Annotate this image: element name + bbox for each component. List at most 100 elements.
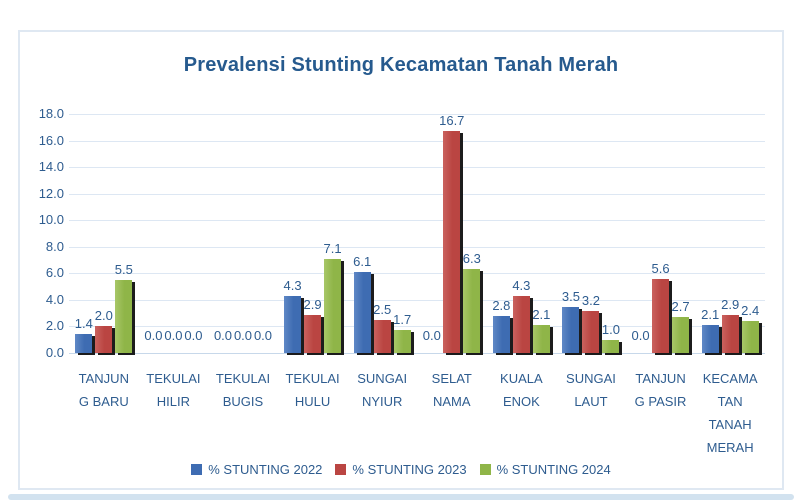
legend-label: % STUNTING 2024 <box>496 462 611 477</box>
x-axis-baseline <box>69 353 765 354</box>
bar-value-label: 2.7 <box>671 299 690 315</box>
category-label-sungai-nyiur: SUNGAI NYIUR <box>347 367 417 459</box>
category-label-sungai-laut: SUNGAI LAUT <box>556 367 626 459</box>
bar-slot: 1.0 <box>602 322 620 353</box>
bar-value-label: 2.9 <box>303 296 322 312</box>
gridline <box>69 326 765 328</box>
bar-slot: 2.9 <box>721 297 739 353</box>
y-tick-label: 0.0 <box>45 345 64 360</box>
bar-slot: 2.4 <box>741 303 759 353</box>
category-label-tekulai-bugis: TEKULAI BUGIS <box>208 367 278 459</box>
category-label-kecamatan-tanah-merah: KECAMA TAN TANAH MERAH <box>695 367 765 459</box>
bar-value-label: 5.6 <box>651 260 670 276</box>
bar-group-tekulai-hilir: 0.0 0.0 0.0 <box>139 114 209 353</box>
y-tick-label: 4.0 <box>45 291 64 307</box>
bar-slot: 2.7 <box>672 299 690 353</box>
bar-value-label: 1.7 <box>393 312 412 328</box>
bar-value-label: 1.4 <box>74 316 93 332</box>
bar-slot: 2.0 <box>95 308 113 353</box>
bar-slot: 7.1 <box>324 241 342 353</box>
y-tick-label: 12.0 <box>38 185 64 201</box>
bar-value-label: 2.5 <box>373 301 392 317</box>
bar--stunting-2024-tekulai-hulu <box>324 258 342 353</box>
category-label-line: HILIR <box>156 394 190 409</box>
bar-slot: 4.3 <box>284 278 302 353</box>
legend-label: % STUNTING 2022 <box>208 462 323 477</box>
gridline <box>69 273 765 275</box>
category-label-tekulai-hilir: TEKULAI HILIR <box>139 367 209 459</box>
bar--stunting-2023-kecamatan-tanah-merah <box>721 314 739 353</box>
bar-slot: 3.5 <box>562 289 580 353</box>
bar-value-label: 2.0 <box>94 308 113 324</box>
bar-slot: 4.3 <box>512 278 530 353</box>
bar-slot: 2.8 <box>492 298 510 353</box>
plot-area: 1.4 2.0 5.5 0.0 0.0 0.0 0.0 0.0 0.0 4.3 2.9 7.1 6.1 2… <box>69 113 765 354</box>
bar--stunting-2022-sungai-nyiur <box>353 272 371 353</box>
bar-value-label: 2.1 <box>532 307 551 323</box>
bar--stunting-2023-tanjung-baru <box>95 326 113 353</box>
bar-value-label: 6.3 <box>462 251 481 267</box>
category-label-line: SUNGAI <box>357 371 408 386</box>
bar-groups: 1.4 2.0 5.5 0.0 0.0 0.0 0.0 0.0 0.0 4.3 2.9 7.1 6.1 2… <box>69 113 765 353</box>
category-label-line: BUGIS <box>222 394 264 409</box>
category-label-line: TANAH <box>708 417 752 432</box>
bar--stunting-2024-selat-nama <box>463 269 481 353</box>
bar-slot: 3.2 <box>582 293 600 353</box>
bar-slot: 6.1 <box>353 254 371 353</box>
bar-value-label: 16.7 <box>439 113 465 129</box>
category-label-line: HULU <box>294 394 331 409</box>
bar--stunting-2022-sungai-laut <box>562 306 580 353</box>
bar--stunting-2024-tanjung-pasir <box>672 317 690 353</box>
category-label-tekulai-hulu: TEKULAI HULU <box>278 367 348 459</box>
bar-group-tanjung-baru: 1.4 2.0 5.5 <box>69 114 139 353</box>
category-label-line: MERAH <box>706 440 754 455</box>
y-tick-label: 14.0 <box>38 159 64 175</box>
card-bottom-shadow <box>8 494 794 500</box>
y-tick-label: 2.0 <box>45 318 64 334</box>
category-label-line: SELAT <box>431 371 472 386</box>
gridline <box>69 193 765 195</box>
bar-value-label: 5.5 <box>114 261 133 277</box>
bar-slot: 16.7 <box>439 113 464 353</box>
bar-group-selat-nama: 0.0 16.7 6.3 <box>417 113 487 353</box>
legend-item--stunting-2023: % STUNTING 2023 <box>335 462 467 477</box>
bar-value-label: 0.0 <box>233 328 253 343</box>
bar--stunting-2022-tekulai-hulu <box>284 295 302 353</box>
bar-value-label: 3.2 <box>581 292 600 308</box>
bar-value-label: 0.0 <box>164 328 183 343</box>
bar-slot: 2.1 <box>532 307 550 353</box>
category-label-line: LAUT <box>574 394 608 409</box>
bar--stunting-2023-sungai-nyiur <box>373 319 391 353</box>
y-tick-label: 16.0 <box>38 132 64 148</box>
category-label-tanjung-pasir: TANJUN G PASIR <box>626 367 696 459</box>
bar--stunting-2023-sungai-laut <box>582 310 600 353</box>
bar--stunting-2022-kuala-enok <box>492 315 510 353</box>
bar-value-label: 6.1 <box>353 254 372 270</box>
bar--stunting-2022-kecamatan-tanah-merah <box>701 325 719 353</box>
bar-value-label: 1.0 <box>601 321 620 337</box>
bar-group-tekulai-bugis: 0.0 0.0 0.0 <box>208 114 278 353</box>
y-tick-label: 6.0 <box>45 265 64 281</box>
category-label-tanjung-baru: TANJUN G BARU <box>69 367 139 459</box>
bar-value-label: 2.8 <box>492 297 511 313</box>
category-label-line: TEKULAI <box>146 371 201 386</box>
bar-slot: 5.5 <box>115 262 133 353</box>
bar-slot: 1.7 <box>393 312 411 353</box>
category-label-line: TEKULAI <box>285 371 340 386</box>
chart-card: Prevalensi Stunting Kecamatan Tanah Mera… <box>18 30 784 490</box>
bar-group-tanjung-pasir: 0.0 5.6 2.7 <box>626 114 696 353</box>
bar-value-label: 0.0 <box>213 328 233 343</box>
bar--stunting-2023-selat-nama <box>443 131 461 353</box>
bar-value-label: 7.1 <box>323 240 342 256</box>
bar-value-label: 4.3 <box>283 277 302 293</box>
bar-value-label: 0.0 <box>253 328 273 343</box>
category-label-line: SUNGAI <box>566 371 616 386</box>
gridline <box>69 246 765 248</box>
bar--stunting-2024-tanjung-baru <box>115 279 133 353</box>
bar-value-label: 0.0 <box>144 328 163 343</box>
bar-slot: 1.4 <box>75 316 93 353</box>
category-label-line: G PASIR <box>634 394 687 409</box>
category-label-selat-nama: SELAT NAMA <box>417 367 487 459</box>
bar-group-sungai-laut: 3.5 3.2 1.0 <box>556 114 626 353</box>
bar-value-label: 2.1 <box>701 307 720 323</box>
